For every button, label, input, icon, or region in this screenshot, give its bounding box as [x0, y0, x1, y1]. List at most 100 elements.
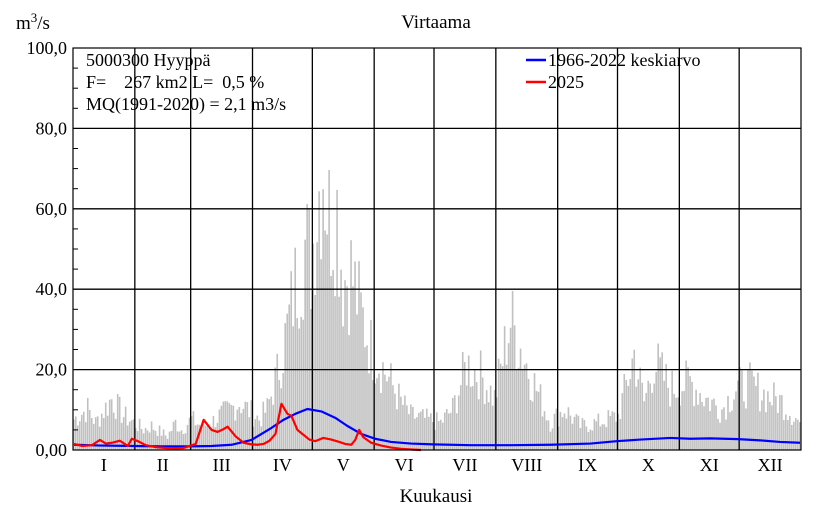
daily-range-bar: [555, 408, 558, 450]
y-axis-label-base: m: [16, 13, 31, 34]
daily-range-bar: [384, 374, 386, 450]
daily-range-bar: [418, 412, 420, 450]
daily-range-bar: [783, 420, 785, 450]
daily-range-bar: [491, 405, 494, 450]
daily-range-bar: [410, 404, 412, 450]
daily-range-bar: [160, 435, 163, 450]
daily-range-bar: [152, 429, 155, 450]
daily-range-bar: [112, 412, 115, 450]
daily-range-bar: [457, 395, 460, 450]
daily-range-bar: [128, 421, 131, 450]
daily-range-bar: [693, 406, 695, 450]
daily-range-bar: [469, 386, 472, 450]
daily-range-bar: [709, 411, 711, 450]
daily-range-bar: [729, 412, 731, 450]
station-info-line-2: F= 267 km2 L= 0,5 %: [86, 72, 264, 92]
daily-range-bar: [759, 411, 761, 450]
daily-range-bar: [356, 314, 358, 450]
daily-range-bar: [773, 382, 775, 450]
daily-range-bar: [679, 405, 681, 450]
daily-range-bar: [404, 395, 406, 450]
y-tick-label: 40,0: [36, 279, 68, 299]
daily-range-bar: [675, 397, 677, 450]
y-tick-label: 100,0: [27, 38, 68, 58]
daily-range-bar: [579, 428, 582, 450]
daily-range-bar: [799, 422, 801, 450]
daily-range-bar: [753, 376, 755, 450]
grid: [73, 48, 801, 450]
daily-range-bar: [138, 418, 141, 450]
daily-range-bar: [430, 413, 432, 450]
daily-range-bar: [557, 426, 560, 450]
daily-range-bar: [559, 411, 562, 450]
daily-range-bar: [483, 404, 486, 450]
month-label: VII: [452, 455, 477, 475]
daily-range-bar: [649, 383, 652, 450]
daily-range-bar: [282, 373, 285, 450]
daily-range-bar: [671, 370, 673, 450]
daily-range-bar: [86, 398, 89, 450]
daily-range-bar: [455, 413, 458, 450]
y-tick-label: 0,00: [36, 440, 68, 460]
daily-range-bar: [697, 404, 699, 450]
daily-range-bar: [88, 410, 91, 450]
daily-range-bar: [751, 370, 753, 450]
daily-range-bar: [695, 389, 697, 450]
daily-range-bar: [322, 189, 324, 450]
daily-range-bar: [479, 350, 482, 450]
daily-range-bar: [328, 169, 330, 451]
month-label: IV: [273, 455, 292, 475]
daily-range-bar: [583, 420, 586, 450]
daily-range-bar: [73, 419, 75, 450]
daily-range-bar: [597, 413, 600, 450]
daily-range-bar: [525, 363, 528, 450]
daily-range-bar: [493, 390, 496, 450]
y-tick-label: 20,0: [36, 360, 68, 380]
daily-range-bar: [198, 424, 201, 450]
daily-range-bar: [647, 380, 650, 450]
daily-range-bar: [416, 417, 418, 450]
daily-range-bar: [336, 189, 338, 450]
daily-range-bar: [80, 414, 83, 450]
daily-range-bar: [595, 421, 598, 450]
daily-range-bar: [487, 402, 490, 450]
daily-range-bar: [380, 392, 382, 450]
daily-range-bars: [73, 169, 801, 451]
daily-range-bar: [663, 380, 665, 450]
daily-range-bar: [673, 394, 675, 450]
daily-range-bar: [631, 358, 634, 450]
daily-range-bar: [212, 415, 215, 450]
daily-range-bar: [304, 239, 306, 450]
daily-range-bar: [316, 242, 318, 450]
daily-range-bar: [701, 401, 703, 450]
daily-range-bar: [310, 309, 312, 450]
daily-range-bar: [545, 420, 548, 450]
daily-range-bar: [725, 419, 727, 450]
daily-range-bar: [485, 390, 488, 450]
daily-range-bar: [308, 209, 310, 450]
daily-range-bar: [689, 376, 691, 450]
daily-range-bar: [302, 319, 304, 450]
daily-range-bar: [84, 422, 87, 450]
daily-range-bar: [436, 412, 438, 450]
daily-range-bar: [246, 402, 249, 450]
daily-range-bar: [142, 433, 145, 450]
daily-range-bar: [244, 401, 247, 450]
daily-range-bar: [320, 259, 322, 450]
daily-range-bar: [621, 393, 624, 450]
legend-label-mean: 1966-2022 keskiarvo: [548, 50, 700, 70]
daily-range-bar: [330, 275, 332, 450]
daily-range-bar: [268, 399, 271, 450]
daily-range-bar: [422, 409, 424, 450]
daily-range-bar: [561, 417, 564, 450]
daily-range-bar: [629, 379, 632, 450]
daily-range-bar: [465, 385, 468, 450]
daily-range-bar: [769, 401, 771, 450]
month-label: VI: [395, 455, 414, 475]
daily-range-bar: [102, 418, 105, 450]
daily-range-bar: [599, 426, 602, 450]
daily-range-bar: [651, 392, 654, 450]
daily-range-bar: [711, 399, 713, 450]
daily-range-bar: [669, 406, 671, 450]
